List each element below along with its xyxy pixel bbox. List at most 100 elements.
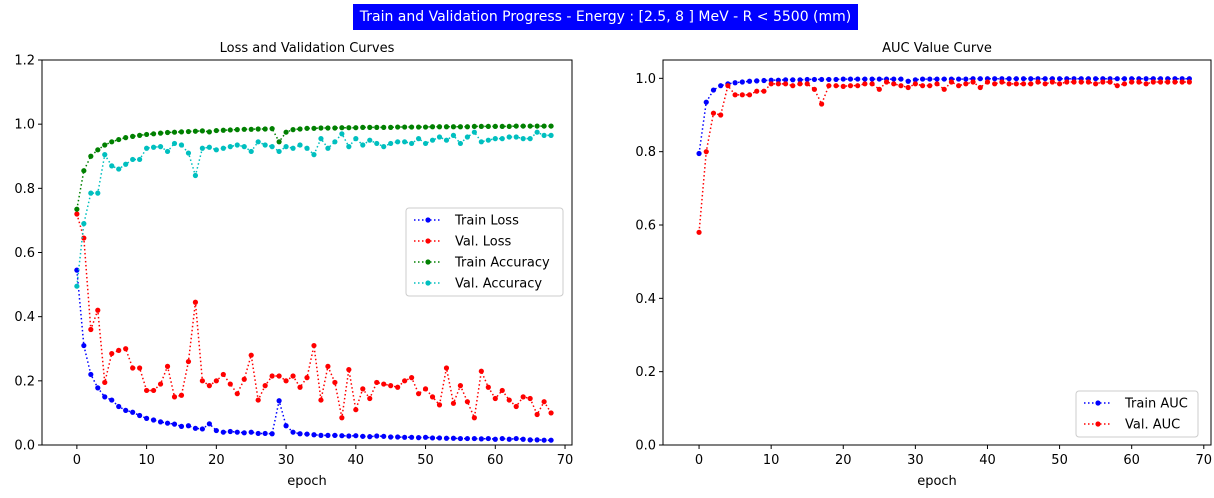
data-point [102,152,108,158]
loss-accuracy-chart: Loss and Validation Curves 0 10 20 30 40 50 60 7… [14,41,573,489]
data-point [912,77,918,83]
data-point [248,126,254,132]
data-point [492,395,498,402]
data-point [912,81,918,87]
data-point [471,415,477,421]
data-point [422,124,429,130]
data-point [150,144,157,150]
data-point [775,81,781,87]
data-point [304,375,310,381]
data-point [318,125,324,131]
data-point [478,436,484,442]
data-point [534,437,540,443]
data-point [395,434,401,440]
data-point [775,77,781,83]
data-point [527,123,533,129]
data-point [1049,79,1055,85]
data-point [927,76,933,82]
data-point [269,373,275,379]
data-point [123,161,129,167]
data-point [402,378,408,384]
data-point [905,78,911,84]
data-point [478,139,484,145]
data-point [325,145,331,151]
data-point [471,123,477,130]
data-point [88,153,94,159]
data-point [464,134,470,140]
data-point [450,400,457,406]
data-point [304,431,310,437]
data-point [548,132,554,138]
data-point [81,168,87,174]
data-point [360,433,366,439]
legend-box [405,207,564,297]
data-point [768,77,774,83]
data-point [339,415,345,421]
data-point [1028,76,1034,82]
data-point [109,163,115,169]
data-point [241,144,247,150]
x-tick-label: 50 [1051,453,1068,468]
data-point [304,145,310,151]
data-point [297,142,303,148]
data-point [876,86,882,92]
data-point [150,387,157,394]
data-point [1071,79,1077,85]
data-point [422,386,429,392]
data-point [311,125,317,131]
data-point [499,123,505,130]
data-point [95,147,101,153]
data-point [409,124,415,130]
x-tick-label: 30 [278,453,295,468]
legend: Train AUC Val. AUC [1075,390,1199,438]
x-tick-label: 0 [695,453,703,468]
series-val-auc [696,79,1192,235]
data-point [527,437,533,443]
data-point [1165,79,1171,85]
data-point [847,83,854,89]
data-point [109,397,115,403]
data-point [255,430,261,437]
x-tick-label: 30 [907,453,924,468]
data-point [311,152,317,158]
data-point [429,137,436,143]
data-point [116,166,122,172]
data-point [381,124,387,130]
data-point [415,391,422,397]
data-point [492,436,498,442]
data-point [833,76,839,83]
x-tick-label: 40 [979,453,996,468]
data-point [464,124,470,130]
x-axis-label: epoch [287,474,327,489]
data-point [492,123,498,130]
x-tick-label: 20 [208,453,225,468]
data-point [150,131,157,137]
data-point [513,435,519,442]
data-point [276,148,282,155]
data-point [1042,76,1048,82]
data-point [346,144,352,150]
series-val-loss [74,211,554,421]
data-point [88,326,94,333]
data-point [353,125,359,131]
data-point [1150,79,1156,85]
data-point [283,129,289,135]
data-point [520,436,526,442]
data-point [395,139,401,145]
data-point [137,365,143,371]
data-point [325,363,331,369]
y-tick-label: 0.2 [635,365,656,380]
chart-title: AUC Value Curve [882,41,992,56]
x-tick-label: 70 [557,453,574,468]
data-point [402,434,408,440]
data-point [548,437,554,443]
x-tick-label: 20 [835,453,852,468]
data-point [1078,79,1084,85]
data-point [262,430,268,437]
data-point [109,139,115,145]
data-point [891,76,897,82]
data-point [710,87,717,93]
data-point [450,435,457,441]
data-point [1121,76,1128,82]
data-point [883,79,890,85]
